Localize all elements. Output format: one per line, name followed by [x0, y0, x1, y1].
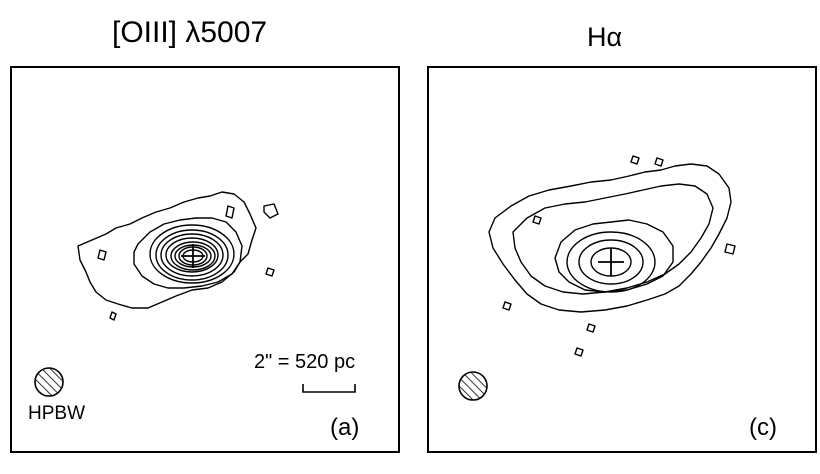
oiii-contour-fragment — [265, 267, 275, 277]
panel-a-title: [OIII] λ5007 — [112, 16, 268, 49]
scale-bar — [302, 384, 356, 393]
panel-c-label: (c) — [749, 414, 777, 441]
halpha-contour-fragment — [630, 155, 640, 165]
oiii-contour-panel: HPBW 2" = 520 pc (a) — [10, 66, 400, 453]
oiii-contour-2 — [133, 217, 243, 289]
halpha-contour-4 — [566, 231, 656, 293]
halpha-contour-panel: (c) — [427, 66, 817, 453]
scale-label: 2" = 520 pc — [254, 351, 356, 373]
halpha-contour-fragment — [724, 243, 736, 255]
oiii-contour-5 — [160, 233, 224, 277]
oiii-centre-cross — [181, 244, 205, 268]
oiii-contour-fragment — [97, 249, 107, 261]
halpha-contour-fragment — [532, 215, 542, 225]
halpha-contour-map — [458, 155, 736, 401]
oiii-contour-fragment — [225, 205, 235, 219]
oiii-contour-outer — [77, 191, 257, 309]
oiii-contour-fragment — [109, 311, 117, 321]
halpha-contour-fragment — [574, 347, 584, 357]
oiii-contour-fragment — [263, 203, 279, 219]
oiii-contour-3 — [149, 224, 235, 284]
oiii-contour-map — [34, 191, 356, 397]
hpbw-beam-icon — [458, 371, 488, 401]
halpha-contour-2 — [512, 183, 714, 295]
oiii-contour-7 — [170, 241, 216, 271]
halpha-contour-fragment — [502, 301, 512, 311]
hpbw-label: HPBW — [28, 403, 85, 424]
halpha-contour-fragment — [654, 157, 664, 167]
oiii-contour-6 — [165, 237, 219, 273]
halpha-centre-cross — [598, 248, 624, 276]
panel-a-label: (a) — [330, 414, 360, 441]
halpha-contour-3 — [554, 219, 674, 293]
hpbw-beam-icon — [34, 367, 64, 397]
oiii-contour-4 — [155, 229, 229, 281]
halpha-contour-fragment — [586, 323, 596, 333]
halpha-contour-5 — [578, 239, 644, 285]
panel-c-title: Hα — [587, 22, 623, 52]
halpha-contour-outer — [488, 163, 732, 313]
